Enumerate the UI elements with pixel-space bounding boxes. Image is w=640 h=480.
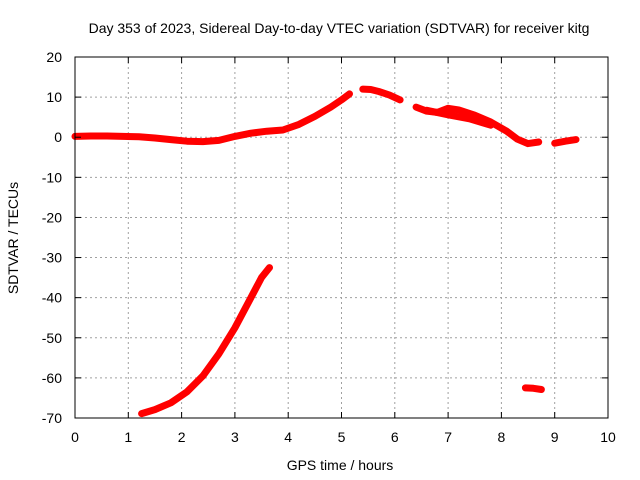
x-tick-label: 3 (231, 429, 239, 445)
series-descending-track (138, 264, 273, 418)
x-tick-labels: 0 1 2 3 4 5 6 7 8 9 10 (71, 429, 616, 445)
x-tick-label: 10 (600, 429, 616, 445)
x-tick-label: 4 (284, 429, 292, 445)
y-tick-label: 20 (46, 49, 62, 65)
series-late-track (551, 136, 580, 147)
series-main-track (71, 90, 353, 146)
y-tick-label: -20 (42, 209, 62, 225)
x-tick-label: 5 (338, 429, 346, 445)
y-tick-labels: 20 10 0 -10 -20 -30 -40 -50 -60 -70 (42, 49, 62, 426)
y-axis-label: SDTVAR / TECUs (5, 182, 21, 294)
y-tick-label: -10 (42, 169, 62, 185)
y-tick-label: -50 (42, 330, 62, 346)
y-tick-label: 10 (46, 89, 62, 105)
axis-ticks (74, 56, 609, 419)
x-tick-label: 2 (178, 429, 186, 445)
y-tick-label: -40 (42, 290, 62, 306)
y-tick-label: -70 (42, 410, 62, 426)
series-afternoon-track-b (423, 106, 495, 129)
x-tick-label: 8 (498, 429, 506, 445)
data-series (71, 85, 580, 418)
x-tick-label: 0 (71, 429, 79, 445)
x-tick-label: 9 (551, 429, 559, 445)
y-tick-label: 0 (54, 129, 62, 145)
x-tick-label: 1 (124, 429, 132, 445)
y-tick-label: -30 (42, 250, 62, 266)
x-axis-label: GPS time / hours (287, 457, 394, 473)
x-tick-label: 7 (444, 429, 452, 445)
series-isolated-track (521, 384, 545, 393)
chart-title: Day 353 of 2023, Sidereal Day-to-day VTE… (89, 20, 590, 36)
x-tick-label: 6 (391, 429, 399, 445)
y-tick-label: -60 (42, 370, 62, 386)
series-middle-track (359, 85, 404, 104)
